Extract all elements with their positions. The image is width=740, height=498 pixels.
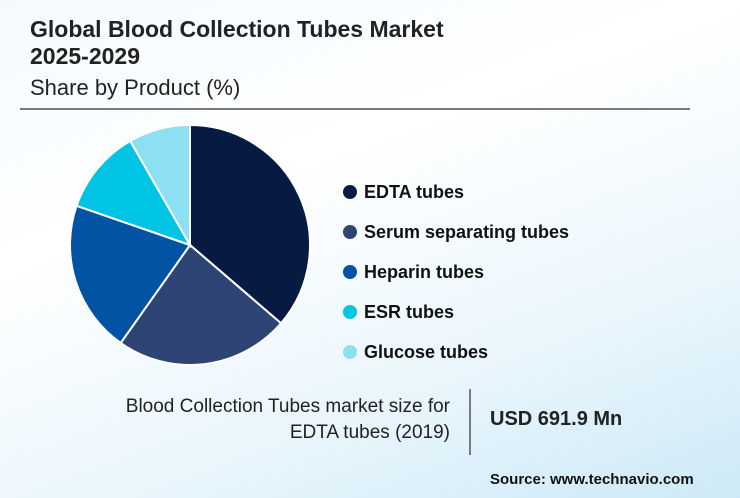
pie-slice-edta-tubes bbox=[189, 123, 311, 325]
stat-label-line1: Blood Collection Tubes market size for bbox=[125, 396, 450, 417]
legend-item: Serum separating tubes bbox=[343, 212, 569, 252]
legend-dot-icon bbox=[343, 185, 357, 199]
legend-dot-icon bbox=[343, 345, 357, 359]
legend-label: Heparin tubes bbox=[364, 261, 485, 282]
chart-title: Global Blood Collection Tubes Market 202… bbox=[30, 16, 444, 70]
pie-slice-glucose-tubes bbox=[128, 123, 191, 249]
stat-label-line2: EDTA tubes (2019) bbox=[289, 422, 450, 443]
pie-slice-esr-tubes bbox=[75, 139, 193, 247]
chart-title-line2: 2025-2029 bbox=[30, 43, 140, 69]
legend-dot-icon bbox=[343, 225, 357, 239]
legend-dot-icon bbox=[343, 265, 357, 279]
stat-label: Blood Collection Tubes market size for E… bbox=[60, 394, 450, 446]
legend-item: Heparin tubes bbox=[343, 252, 569, 292]
pie-slice-serum-separating-tubes bbox=[119, 243, 283, 366]
chart-subtitle: Share by Product (%) bbox=[30, 75, 241, 100]
pie-chart bbox=[69, 123, 311, 366]
legend-item: EDTA tubes bbox=[343, 172, 569, 212]
legend-label: ESR tubes bbox=[364, 301, 455, 322]
legend-item: ESR tubes bbox=[343, 292, 569, 332]
legend: EDTA tubes Serum separating tubes Heparin … bbox=[343, 172, 569, 372]
source-note: Source: www.technavio.com bbox=[490, 471, 694, 488]
legend-dot-icon bbox=[343, 305, 357, 319]
legend-label: Glucose tubes bbox=[364, 341, 489, 362]
stat-value: USD 691.9 Mn bbox=[490, 408, 623, 430]
legend-label: Serum separating tubes bbox=[364, 221, 570, 242]
chart-title-line1: Global Blood Collection Tubes Market bbox=[30, 16, 444, 42]
stat-divider bbox=[469, 389, 471, 455]
pie-slice-heparin-tubes bbox=[69, 204, 192, 345]
legend-label: EDTA tubes bbox=[364, 181, 465, 202]
legend-item: Glucose tubes bbox=[343, 332, 569, 372]
title-divider bbox=[20, 108, 690, 110]
